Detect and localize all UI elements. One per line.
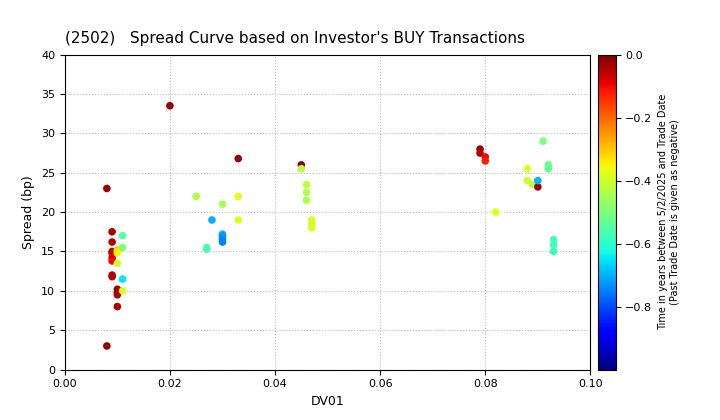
Point [107,248,118,255]
Point [206,217,217,223]
Point [474,150,486,156]
Point [112,249,123,256]
Point [112,247,123,253]
Point [217,239,228,245]
Point [543,165,554,172]
Point [490,209,502,215]
Point [233,155,244,162]
Point [548,248,559,255]
Point [117,287,128,294]
Point [301,181,312,188]
Point [101,185,112,192]
Point [306,217,318,223]
Point [548,242,559,249]
Point [112,248,123,255]
Point [107,273,118,280]
Point [112,289,123,296]
Point [164,102,176,109]
Point [107,239,118,245]
Point [233,193,244,199]
Point [295,161,307,168]
Point [521,177,533,184]
Point [217,231,228,238]
Point [201,246,212,252]
Point [112,291,123,298]
Point [117,276,128,282]
Point [532,184,544,190]
Point [107,255,118,261]
Point [112,303,123,310]
Text: (2502)   Spread Curve based on Investor's BUY Transactions: (2502) Spread Curve based on Investor's … [65,32,525,47]
Point [101,343,112,349]
Point [295,165,307,172]
Point [190,193,202,199]
Point [112,286,123,293]
Point [306,224,318,231]
Point [543,161,554,168]
Point [301,189,312,196]
Point [217,232,228,239]
X-axis label: DV01: DV01 [311,395,344,408]
Point [474,146,486,152]
Point [217,201,228,207]
Point [548,236,559,243]
Point [117,232,128,239]
Point [480,154,491,160]
Point [521,165,533,172]
Point [233,217,244,223]
Point [112,260,123,267]
Point [217,236,228,243]
Point [532,177,544,184]
Point [537,138,549,144]
Point [107,257,118,264]
Point [107,272,118,278]
Point [117,244,128,251]
Y-axis label: Spread (bp): Spread (bp) [22,175,35,249]
Point [301,197,312,204]
Point [201,244,212,251]
Point [217,234,228,241]
Point [527,181,539,188]
Y-axis label: Time in years between 5/2/2025 and Trade Date
(Past Trade Date is given as negat: Time in years between 5/2/2025 and Trade… [658,94,680,330]
Point [306,220,318,227]
Point [107,249,118,256]
Point [480,158,491,164]
Point [107,228,118,235]
